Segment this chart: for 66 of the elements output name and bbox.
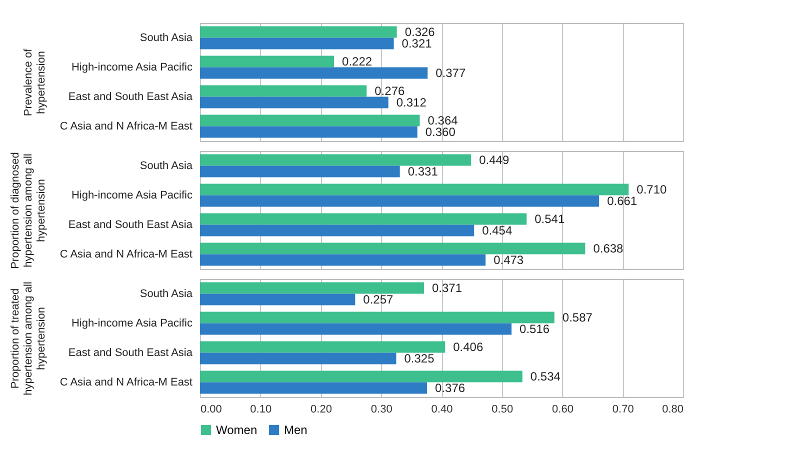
bar	[200, 213, 527, 225]
data-label: 0.321	[402, 36, 432, 51]
data-label: 0.661	[607, 194, 638, 208]
y-tick-label: South Asia	[140, 160, 194, 172]
y-tick-label: High-income Asia Pacific	[71, 317, 193, 330]
y-tick-label: C Asia and N Africa-M East	[60, 120, 192, 132]
data-label: 0.257	[363, 292, 394, 307]
bar	[200, 195, 600, 207]
y-tick-label: High-income Asia Pacific	[71, 189, 193, 202]
data-label: 0.222	[342, 54, 372, 68]
bar	[200, 26, 397, 38]
y-tick-label: C Asia and N Africa-M East	[60, 376, 192, 388]
data-label: 0.360	[425, 125, 456, 140]
data-label: 0.325	[404, 352, 435, 366]
legend-label: Men	[284, 423, 308, 437]
bar	[200, 67, 428, 79]
data-label: 0.638	[593, 241, 624, 256]
x-tick-label: 0.30	[370, 404, 392, 416]
y-tick-label: C Asia and N Africa-M East	[60, 248, 192, 260]
data-label: 0.331	[408, 164, 438, 179]
data-label: 0.326	[404, 25, 436, 39]
bar	[200, 254, 486, 266]
y-axis-title: Proportion of diagnosed hypertension among all hypertension	[10, 152, 48, 269]
legend-label: Women	[216, 423, 258, 437]
x-tick-label: 0.50	[492, 404, 514, 416]
y-tick-label: South Asia	[140, 32, 194, 44]
bar	[200, 114, 420, 126]
data-label: 0.710	[636, 182, 668, 196]
bar	[200, 166, 400, 178]
y-tick-label: South Asia	[140, 288, 194, 300]
data-label: 0.449	[479, 152, 510, 167]
bar	[200, 154, 472, 166]
data-label: 0.312	[396, 96, 427, 110]
bar	[200, 184, 629, 196]
y-axis-title: Prevalence of hypertension	[22, 48, 48, 116]
data-label: 0.454	[482, 224, 512, 238]
data-label: 0.534	[530, 369, 561, 384]
x-tick-label: 0.20	[310, 404, 332, 416]
x-tick-label: 0.70	[612, 404, 634, 416]
x-tick-label: 0.80	[662, 404, 684, 416]
x-tick-label: 0.00	[200, 404, 222, 416]
y-tick-label: East and South East Asia	[68, 218, 194, 231]
data-label: 0.371	[432, 280, 462, 295]
data-label: 0.406	[453, 340, 484, 354]
data-label: 0.364	[428, 113, 458, 128]
bar	[200, 242, 586, 254]
x-tick-label: 0.60	[552, 404, 574, 416]
y-tick-label: East and South East Asia	[68, 90, 194, 103]
data-label: 0.276	[374, 84, 405, 98]
bar	[200, 85, 367, 97]
bar	[200, 224, 474, 236]
data-label: 0.376	[435, 381, 466, 396]
bar	[200, 126, 418, 138]
x-tick-label: 0.40	[431, 404, 453, 416]
bar	[200, 38, 394, 50]
y-tick-label: High-income Asia Pacific	[71, 61, 193, 74]
bar	[200, 96, 388, 108]
data-label: 0.473	[494, 253, 524, 268]
data-label: 0.516	[520, 322, 550, 336]
data-label: 0.587	[562, 310, 593, 324]
y-axis-title: Proportion of treated hypertension among all hypertension	[10, 282, 48, 396]
bar	[200, 56, 334, 68]
data-label: 0.377	[436, 66, 466, 80]
data-label: 0.541	[534, 212, 565, 226]
x-tick-label: 0.10	[250, 404, 272, 416]
y-tick-label: East and South East Asia	[68, 346, 194, 359]
